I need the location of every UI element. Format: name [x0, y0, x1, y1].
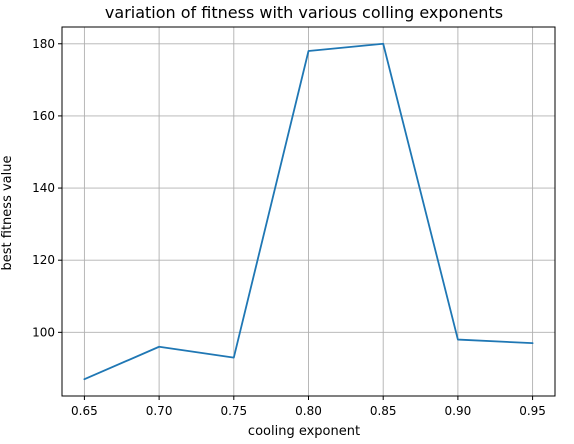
y-tick-label: 180: [32, 37, 55, 51]
chart-title: variation of fitness with various collin…: [105, 3, 503, 22]
plot-frame: [61, 26, 556, 397]
x-tick-label: 0.75: [220, 404, 247, 418]
series-line: [83, 42, 534, 381]
y-axis-label: best fitness value: [0, 156, 15, 271]
series: [83, 42, 534, 381]
x-tick-label: 0.70: [146, 404, 173, 418]
y-tick-label: 160: [32, 109, 55, 123]
x-tick-label: 0.80: [295, 404, 322, 418]
x-axis-label: cooling exponent: [248, 424, 360, 439]
grid: [62, 27, 555, 396]
x-tick-label: 0.65: [71, 404, 98, 418]
x-tick-label: 0.90: [445, 404, 472, 418]
y-tick-label: 120: [32, 253, 55, 267]
y-tick-label: 100: [32, 325, 55, 339]
axes: 0.65 0.70 0.75 0.80 0.85 0.90 0.95 100 120 140 160…: [32, 26, 556, 418]
x-tick-label: 0.85: [370, 404, 397, 418]
x-tick-label: 0.95: [519, 404, 546, 418]
y-tick-label: 140: [32, 181, 55, 195]
